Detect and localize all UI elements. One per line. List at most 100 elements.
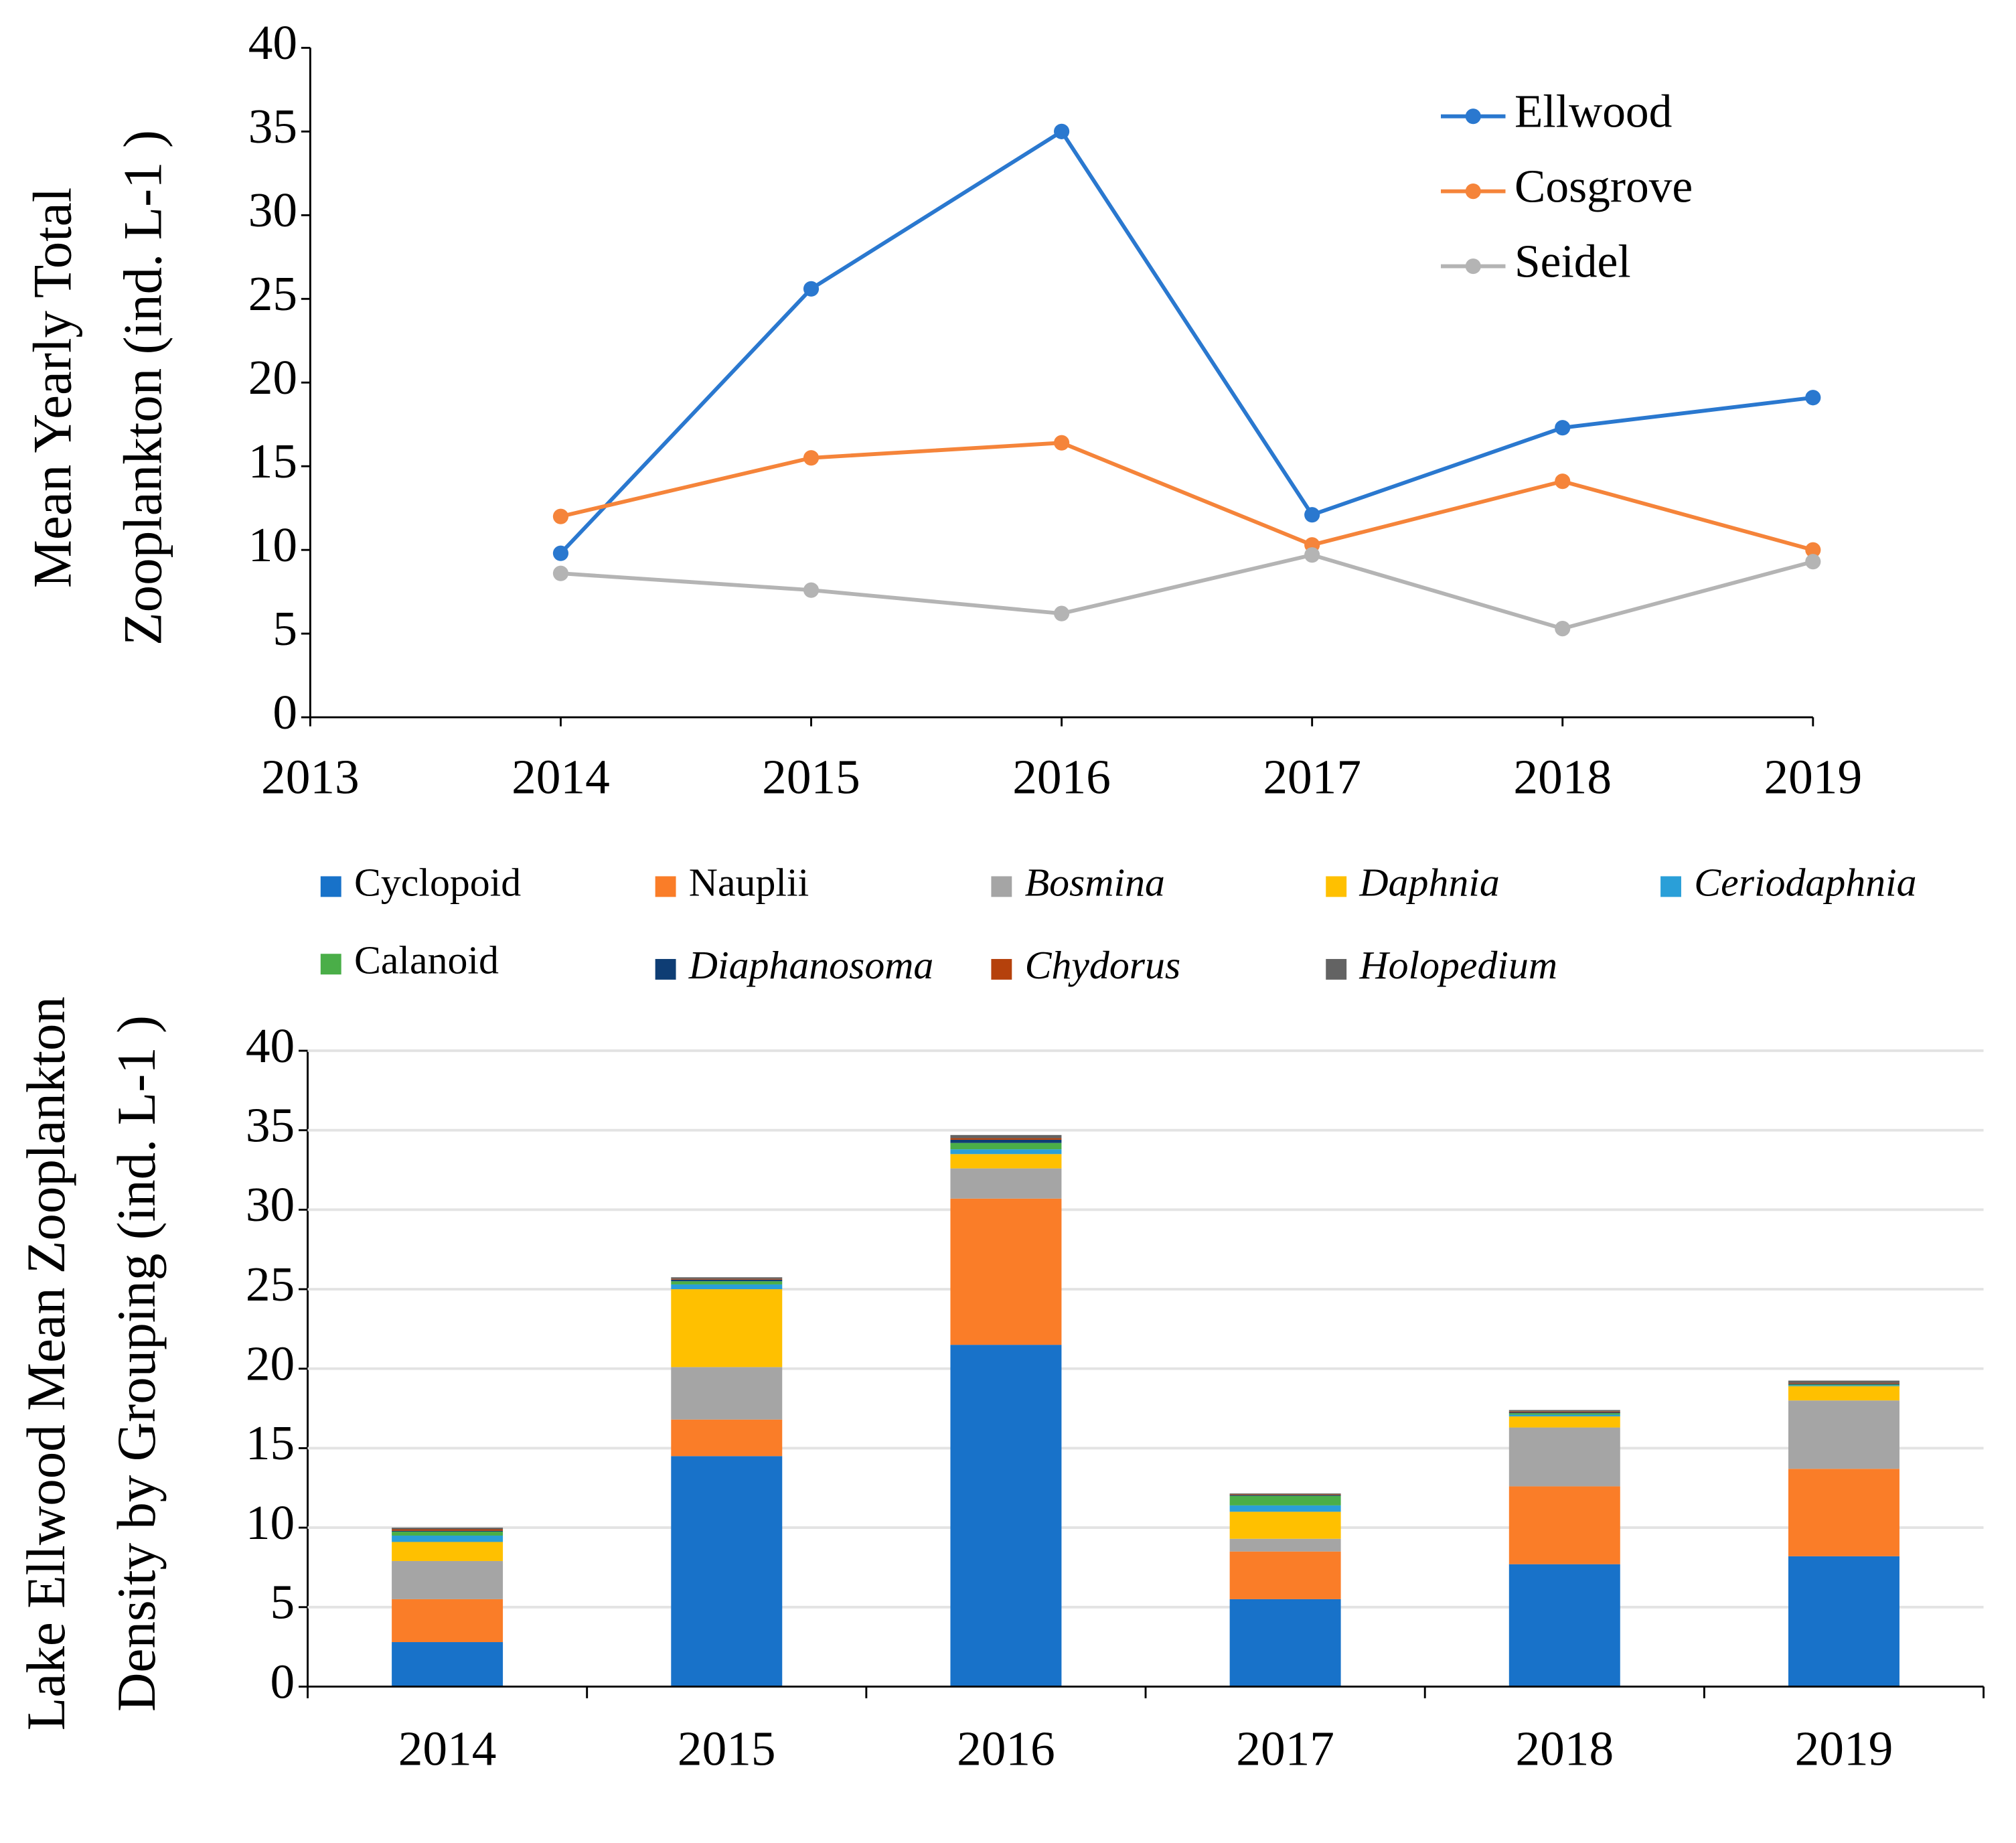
y-tick-label: 10 [246,1495,295,1550]
point [552,508,569,524]
bar-segment [950,1154,1062,1169]
bar-segment [392,1560,503,1599]
bar-segment [1508,1416,1620,1428]
bar-segment [671,1289,783,1368]
bar-segment [1508,1410,1620,1412]
x-tick-label: 2017 [1263,749,1361,804]
bar-segment [671,1277,783,1279]
x-tick-label: 2017 [1236,1722,1334,1776]
bar-segment [950,1138,1062,1140]
bar-segment [1508,1413,1620,1415]
bar-segment [1229,1512,1341,1539]
point [1304,507,1320,523]
bar-segment [1508,1564,1620,1687]
bar-segment [392,1530,503,1532]
bar-segment [950,1142,1062,1150]
legend-marker [1465,183,1481,200]
series-line [560,441,1814,552]
bar-segment [392,1528,503,1530]
bar-segment [392,1599,503,1643]
bar-segment [1229,1538,1341,1552]
y-tick-label: 30 [248,183,297,237]
bar-segment [1229,1493,1341,1495]
bar-segment [1229,1494,1341,1495]
legend-label: Ellwood [1515,86,1672,138]
x-tick-label: 2018 [1515,1722,1614,1776]
bar-segment [1788,1386,1899,1401]
y-tick-label: 20 [248,350,297,404]
bar-segment [1788,1383,1899,1384]
y-tick-label: 35 [248,99,297,153]
legend-label: Chydorus [1025,943,1181,987]
y-axis-title: Mean Yearly Total [23,188,83,588]
legend-label: Cyclopoid [354,861,521,905]
y-tick-label: 0 [273,685,297,739]
series-line [559,129,1814,555]
y-tick-label: 20 [246,1337,295,1391]
legend-marker [1465,258,1481,275]
point [1555,473,1571,490]
point [552,565,569,581]
y-axis-title: Zooplankton (ind. L-1 ) [113,130,173,646]
bar-segment [1229,1495,1341,1505]
point [1054,123,1070,139]
point [552,545,569,561]
point [803,450,820,466]
legend-label: Nauplii [689,861,809,905]
legend-swatch [655,876,676,897]
bar-segment [671,1281,783,1284]
bar-segment [392,1542,503,1561]
bar-segment [392,1532,503,1536]
legend-swatch [1660,876,1681,897]
y-axis-title: Lake Ellwood Mean Zooplankton [16,997,76,1730]
x-tick-label: 2016 [1012,749,1111,804]
bar-segment [1788,1380,1899,1384]
legend-swatch [320,876,341,897]
point [1805,554,1821,570]
bar-segment [392,1529,503,1531]
bar-segment [950,1345,1062,1687]
bar-segment [950,1149,1062,1155]
x-tick-label: 2015 [762,749,860,804]
legend-swatch [320,954,341,975]
point [1555,621,1571,637]
point [1304,547,1320,563]
bar-segment [1788,1400,1899,1469]
x-tick-label: 2016 [957,1722,1055,1776]
bar-segment [392,1535,503,1542]
bar-segment [1788,1556,1899,1687]
y-tick-label: 25 [246,1257,295,1311]
x-tick-label: 2019 [1795,1722,1893,1776]
point [1805,390,1821,406]
x-tick-label: 2015 [678,1722,776,1776]
x-tick-label: 2014 [398,1722,497,1776]
bar-segment [671,1419,783,1457]
bar-segment [950,1139,1062,1143]
legend-label: Ceriodaphnia [1694,861,1916,905]
legend-swatch [991,958,1012,980]
legend-swatch [991,876,1012,897]
y-tick-label: 15 [248,434,297,488]
x-tick-label: 2018 [1513,749,1612,804]
bar-segment [1229,1505,1341,1512]
legend-label: Holopedium [1359,943,1557,987]
x-tick-label: 2014 [512,749,610,804]
bar-segment [1788,1469,1899,1556]
y-tick-label: 25 [248,267,297,321]
point [803,281,820,297]
legend-marker [1465,108,1481,125]
point [1054,605,1070,621]
y-axis-title: Density by Grouping (ind. L-1 ) [106,1015,167,1712]
y-tick-label: 5 [273,601,297,656]
bar-segment [950,1168,1062,1199]
point [1555,420,1571,436]
legend-label: Diaphanosoma [688,943,934,987]
bar-segment [950,1198,1062,1345]
y-tick-label: 5 [270,1575,295,1629]
bar-segment [671,1278,783,1280]
y-tick-label: 0 [270,1654,295,1708]
y-tick-label: 35 [246,1098,295,1153]
legend-label: Cosgrove [1515,161,1693,213]
legend-label: Bosmina [1025,861,1165,905]
